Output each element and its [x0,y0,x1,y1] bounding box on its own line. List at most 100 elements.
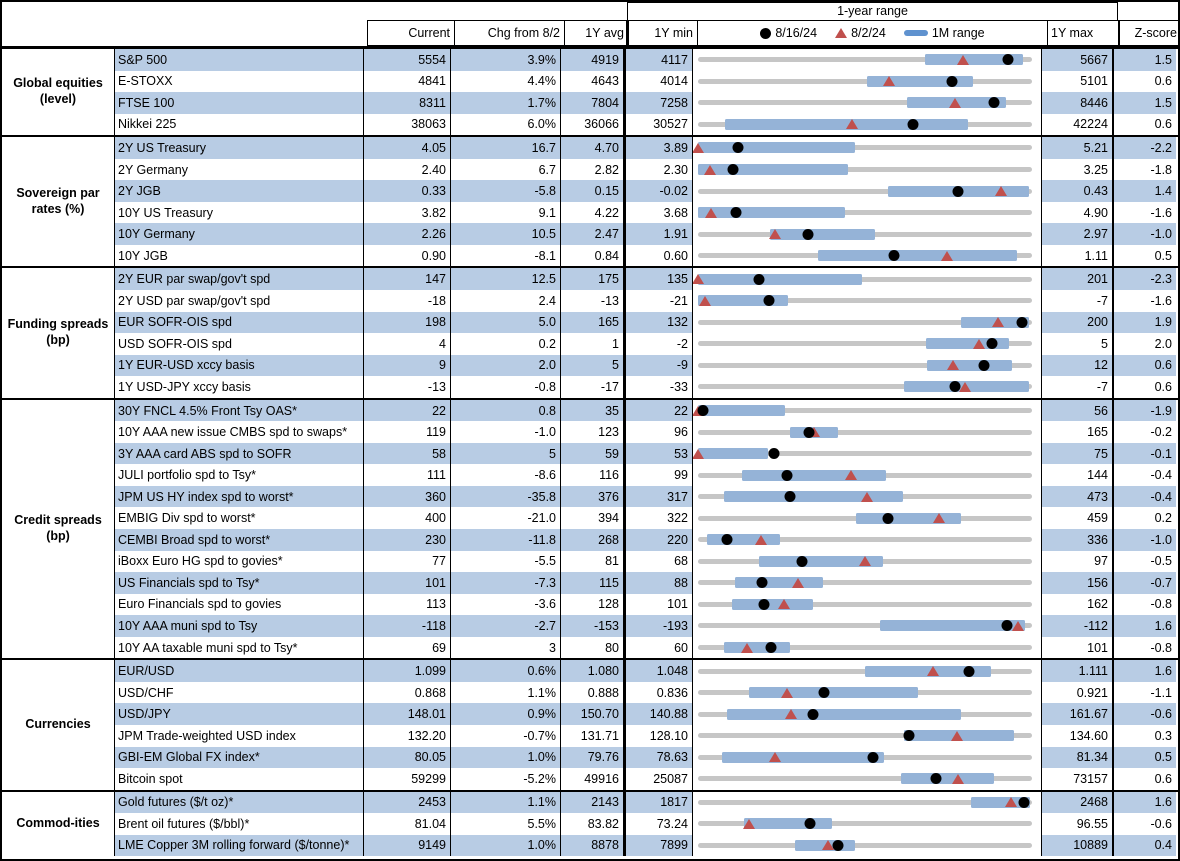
cell-1y-avg: 5 [561,354,626,377]
cell-chg: 1.7% [451,92,561,114]
table-row: LME Copper 3M rolling forward ($/tonne)*… [115,834,1178,857]
cell-1y-min: 30527 [626,113,693,136]
range-track [698,623,1032,629]
cell-z-score: -1.9 [1114,399,1176,422]
cell-1y-avg: 49916 [561,768,626,790]
cell-z-score: 0.4 [1114,834,1176,857]
range-track [698,537,1032,543]
dot-marker-icon [802,228,814,240]
range-marker-zone [698,245,1032,267]
column-header-z-score: Z-score [1118,20,1178,46]
cell-z-score: -2.3 [1114,268,1176,291]
range-marker-zone [698,660,1032,682]
cell-1y-avg: 79.76 [561,746,626,769]
cell-z-score: 0.2 [1154,511,1172,526]
one-month-range-bar [722,751,885,763]
table-row: iBoxx Euro HG spd to govies* 77 -5.5 81 68 97… [115,550,1178,573]
cell-1y-max: 161.67 [1042,703,1114,725]
table-row: 1Y EUR-USD xccy basis 9 2.0 5 -9 12 0.6 [115,354,1178,377]
cell-chg: 6.7 [451,158,561,181]
table-row: 2Y JGB 0.33 -5.8 0.15 -0.02 0.43 1.4 [115,180,1178,202]
range-track [698,645,1032,651]
range-marker-zone [698,792,1032,814]
cell-1y-avg: 7804 [561,92,626,114]
cell-chg: 9.1 [451,201,561,224]
range-track [698,601,1032,607]
cell-1y-min: 73.24 [626,813,693,835]
range-marker-zone [698,333,1032,355]
cell-1y-max: 1.11 [1042,244,1114,267]
range-chart-cell [693,529,1042,551]
cell-1y-avg: 131.71 [561,724,626,747]
row-label: S&P 500 [115,49,364,71]
range-chart-cell [693,180,1042,202]
cell-z-score: 1.4 [1114,180,1176,202]
cell-1y-max: 56 [1042,399,1114,422]
range-marker-zone [698,529,1032,551]
range-chart-cell [693,572,1042,594]
cell-current: 101 [364,572,451,594]
triangle-marker-icon [845,119,858,130]
row-label: Nikkei 225 [115,113,364,136]
range-marker-zone [698,551,1032,573]
range-marker-zone [698,486,1032,508]
cell-chg: 5.5% [451,813,561,835]
cell-chg: 5 [451,442,561,465]
one-month-range-bar [867,75,974,87]
cell-current: 81.04 [364,813,451,835]
range-marker-zone [698,71,1032,93]
range-chart-cell [693,354,1042,377]
table-row: JPM Trade-weighted USD index 132.20 -0.7% 1… [115,724,1178,747]
table-row: 10Y US Treasury 3.82 9.1 4.22 3.68 4.90 -1.6 [115,201,1178,224]
range-track [698,408,1032,414]
dot-marker-icon [818,687,830,699]
cell-chg: 0.2 [451,333,561,355]
cell-z-score: -0.6 [1114,703,1176,725]
cell-1y-min: 1817 [626,791,693,814]
one-month-range-bar [927,359,1012,371]
range-track [698,799,1032,805]
cell-z-score: -0.5 [1150,554,1172,569]
one-month-range-bar [707,534,781,546]
cell-chg: 16.7 [451,137,561,159]
section-category-label: Funding spreads (bp) [2,268,115,398]
cell-1y-max: 5.21 [1042,137,1114,159]
range-track [698,842,1032,848]
triangle-marker-icon [769,752,782,763]
dot-marker-icon [882,512,894,524]
range-track [698,188,1032,194]
table-section: Credit spreads (bp) 30Y FNCL 4.5% Front T… [2,399,1178,661]
one-month-range-bar [698,207,845,219]
table-section: Global equities (level) S&P 500 5554 3.9% 49… [2,49,1178,138]
one-month-range-bar [770,228,876,240]
section-rows: 30Y FNCL 4.5% Front Tsy OAS* 22 0.8 35 22 56-… [115,399,1178,659]
cell-chg: 1.1% [451,791,561,814]
cell-1y-min: 25087 [626,768,693,790]
cell-1y-max: 97 [1042,550,1114,573]
range-chart-cell [693,399,1042,422]
cell-1y-avg: -17 [561,376,626,398]
row-label: 10Y US Treasury [115,201,364,224]
row-label: 10Y Germany [115,223,364,245]
dot-marker-icon [952,185,964,197]
dot-marker-icon [907,118,919,130]
row-label: 10Y AAA muni spd to Tsy [115,615,364,637]
cell-1y-min: 1.048 [626,660,693,682]
range-track [698,451,1032,457]
range-marker-zone [698,159,1032,181]
cell-current: -18 [364,290,451,312]
cell-chg: -7.3 [451,572,561,594]
dot-marker-icon [807,708,819,720]
range-chart-cell [693,768,1042,790]
range-track [698,341,1032,347]
row-label: EMBIG Div spd to worst* [115,507,364,530]
cell-1y-avg: 1 [561,333,626,355]
range-track [698,429,1032,435]
cell-chg: -5.8 [451,180,561,202]
cell-z-score: -0.4 [1150,468,1172,483]
cell-1y-min: 4117 [626,49,693,71]
table-row: 10Y AA taxable muni spd to Tsy* 69 3 80 60 10… [115,636,1178,659]
cell-1y-avg: 394 [561,507,626,530]
range-marker-zone [698,813,1032,835]
row-label: E-STOXX [115,70,364,93]
